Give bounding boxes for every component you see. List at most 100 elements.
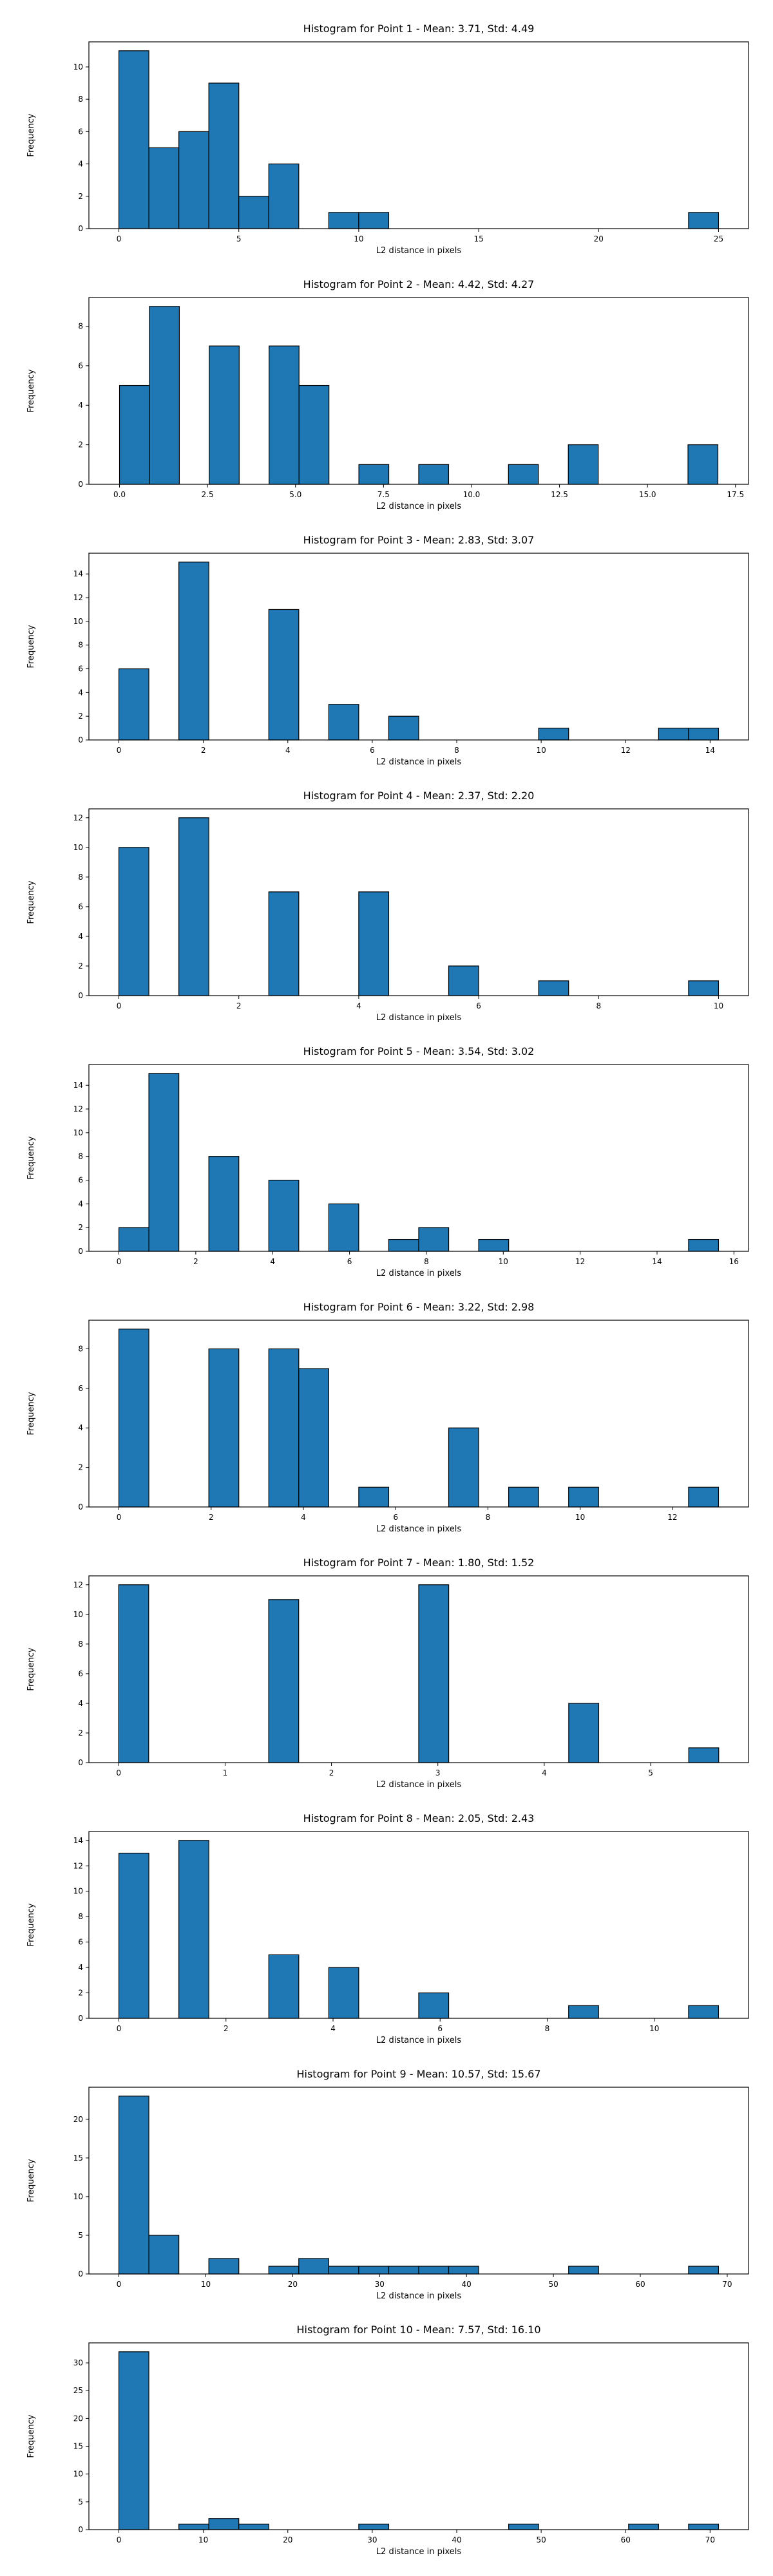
histogram-bar [688, 727, 720, 741]
bar-group [118, 50, 720, 229]
x-tick-label: 10.0 [463, 490, 481, 499]
x-tick-label: 0 [117, 1257, 122, 1266]
y-tick-label: 8 [78, 1152, 83, 1161]
histogram-chart-7: Histogram for Point 7 - Mean: 1.80, Std:… [26, 1557, 749, 1790]
plot-frame [88, 1575, 749, 1763]
y-tick-label: 5 [78, 2231, 83, 2240]
x-tick-label: 6 [393, 1513, 398, 1522]
bar-group [118, 1840, 720, 2019]
histogram-bar [508, 2523, 539, 2530]
y-tick-label: 4 [78, 1963, 83, 1972]
histogram-bar [418, 1584, 450, 1763]
histogram-bar [328, 704, 359, 741]
x-tick-label: 0 [117, 746, 122, 755]
x-tick-label: 17.5 [727, 490, 744, 499]
histogram-bar [268, 609, 300, 741]
y-axis-label: Frequency [26, 1647, 36, 1690]
histogram-bar [208, 82, 240, 229]
histogram-bar [388, 2266, 419, 2275]
histogram-bar [328, 1203, 359, 1252]
histogram-bar [238, 2523, 269, 2530]
x-tick-label: 10 [201, 2280, 211, 2289]
bar-group [118, 562, 720, 741]
x-tick-label: 8 [545, 2024, 550, 2033]
histogram-bar [388, 715, 419, 741]
histogram-bar [568, 2266, 599, 2275]
y-tick-label: 8 [78, 641, 83, 650]
x-tick-label: 15.0 [639, 490, 656, 499]
y-tick-label: 6 [78, 1669, 83, 1678]
histogram-bar [538, 980, 569, 996]
x-tick-label: 10 [575, 1513, 585, 1522]
x-axis-label: L2 distance in pixels [376, 246, 462, 256]
y-tick-label: 6 [78, 361, 83, 370]
histogram-bar [508, 1486, 539, 1508]
plot-frame [88, 1320, 749, 1508]
y-tick-label: 8 [78, 1640, 83, 1649]
x-tick-label: 4 [356, 1001, 361, 1010]
x-tick-label: 0 [117, 1513, 122, 1522]
y-axis-label: Frequency [26, 1903, 36, 1946]
y-tick-label: 12 [73, 593, 83, 602]
histogram-chart-1: Histogram for Point 1 - Mean: 3.71, Std:… [26, 23, 749, 256]
plot-frame [88, 2087, 749, 2275]
x-tick-label: 0 [117, 2535, 122, 2544]
histogram-bar [268, 163, 300, 229]
histogram-bar [208, 1348, 240, 1508]
histogram-bar [628, 2523, 659, 2530]
y-axis-label: Frequency [26, 625, 36, 668]
y-tick-label: 2 [78, 1223, 83, 1232]
x-tick-label: 14 [705, 746, 715, 755]
bar-group [119, 306, 719, 485]
plot-frame [88, 553, 749, 741]
bar-group [118, 1329, 720, 1508]
bar-group [118, 2351, 720, 2530]
x-axis-label: L2 distance in pixels [376, 2291, 462, 2301]
y-tick-label: 0 [78, 2525, 83, 2534]
histogram-bar [118, 1584, 149, 1763]
x-tick-label: 8 [424, 1257, 429, 1266]
y-tick-label: 5 [78, 2497, 83, 2506]
histogram-bar [568, 2005, 599, 2019]
y-tick-label: 2 [78, 1989, 83, 1998]
histogram-bar [119, 384, 150, 485]
x-tick-label: 0 [116, 1768, 121, 1777]
histogram-bar [568, 1703, 600, 1763]
histogram-bar [688, 2523, 720, 2530]
histogram-bar [688, 2266, 720, 2275]
x-tick-label: 10 [354, 234, 363, 243]
histogram-bar [358, 1486, 390, 1508]
chart-title: Histogram for Point 2 - Mean: 4.42, Std:… [303, 278, 535, 290]
y-axis-label: Frequency [26, 2159, 36, 2202]
y-tick-label: 12 [73, 1861, 83, 1870]
y-tick-label: 14 [73, 1081, 83, 1090]
histogram-bar [208, 1156, 240, 1252]
x-tick-label: 70 [705, 2535, 715, 2544]
x-tick-label: 4 [542, 1768, 547, 1777]
y-tick-label: 6 [78, 1384, 83, 1393]
histogram-bar [268, 1348, 300, 1508]
histogram-chart-6: Histogram for Point 6 - Mean: 3.22, Std:… [26, 1301, 749, 1534]
y-tick-label: 20 [73, 2414, 83, 2423]
x-tick-label: 40 [462, 2280, 472, 2289]
x-tick-label: 4 [270, 1257, 275, 1266]
histogram-bar [298, 384, 330, 485]
x-tick-label: 0 [117, 1001, 122, 1010]
y-tick-label: 14 [73, 569, 83, 578]
x-tick-label: 6 [347, 1257, 352, 1266]
y-tick-label: 10 [73, 2192, 83, 2201]
x-tick-label: 5.0 [289, 490, 301, 499]
x-tick-label: 1 [223, 1768, 228, 1777]
x-tick-label: 8 [596, 1001, 601, 1010]
y-tick-label: 2 [78, 1728, 83, 1738]
histogram-bar [358, 2523, 390, 2530]
histogram-bar [118, 847, 149, 996]
y-tick-label: 10 [73, 1610, 83, 1619]
histogram-bar [688, 1238, 720, 1252]
y-tick-label: 8 [78, 1344, 83, 1353]
histogram-bar [118, 50, 149, 229]
x-tick-label: 20 [288, 2280, 298, 2289]
histogram-bar [208, 2518, 240, 2530]
histogram-bar [268, 2266, 300, 2275]
